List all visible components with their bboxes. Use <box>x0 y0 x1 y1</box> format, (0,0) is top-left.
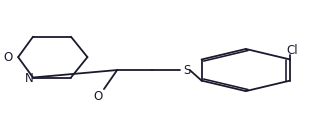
Text: S: S <box>183 64 190 77</box>
Text: O: O <box>93 90 103 103</box>
Text: N: N <box>25 72 34 85</box>
Text: O: O <box>4 51 13 64</box>
Text: Cl: Cl <box>286 44 298 57</box>
